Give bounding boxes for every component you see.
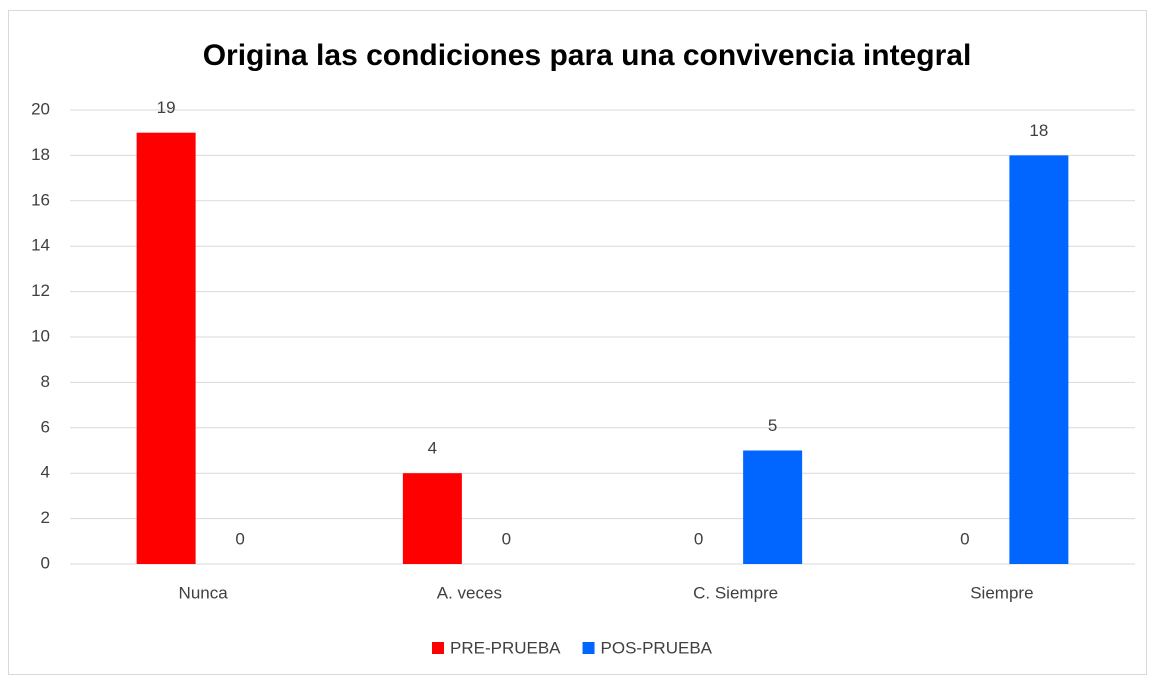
legend-swatch	[432, 642, 444, 654]
y-tick-label: 20	[31, 99, 50, 118]
y-tick-label: 6	[41, 417, 50, 436]
x-tick-label: Siempre	[970, 583, 1033, 602]
legend-label: POS-PRUEBA	[601, 638, 713, 657]
bar	[136, 132, 196, 564]
legend-swatch	[582, 642, 595, 654]
y-tick-label: 18	[31, 145, 50, 164]
bar	[1009, 155, 1069, 564]
legend-label: PRE-PRUEBA	[450, 638, 561, 657]
x-tick-label: Nunca	[179, 583, 229, 602]
x-tick-label: A. veces	[437, 583, 502, 602]
bar	[743, 450, 803, 564]
data-label: 0	[502, 529, 511, 548]
y-tick-label: 0	[41, 553, 50, 572]
data-label: 18	[1029, 121, 1048, 140]
y-tick-label: 8	[41, 372, 50, 391]
data-label: 4	[428, 439, 437, 458]
y-tick-label: 10	[31, 326, 50, 345]
data-label: 0	[235, 529, 244, 548]
chart-title: Origina las condiciones para una convive…	[203, 39, 972, 72]
data-label: 19	[157, 98, 176, 117]
y-tick-label: 12	[31, 281, 50, 300]
bar	[402, 473, 462, 564]
data-label: 0	[960, 529, 969, 548]
y-tick-label: 2	[41, 508, 50, 527]
data-label: 0	[694, 529, 703, 548]
y-tick-label: 16	[31, 190, 50, 209]
data-label: 5	[768, 416, 777, 435]
y-tick-label: 4	[41, 463, 50, 482]
x-tick-label: C. Siempre	[693, 583, 778, 602]
y-tick-label: 14	[31, 236, 50, 255]
